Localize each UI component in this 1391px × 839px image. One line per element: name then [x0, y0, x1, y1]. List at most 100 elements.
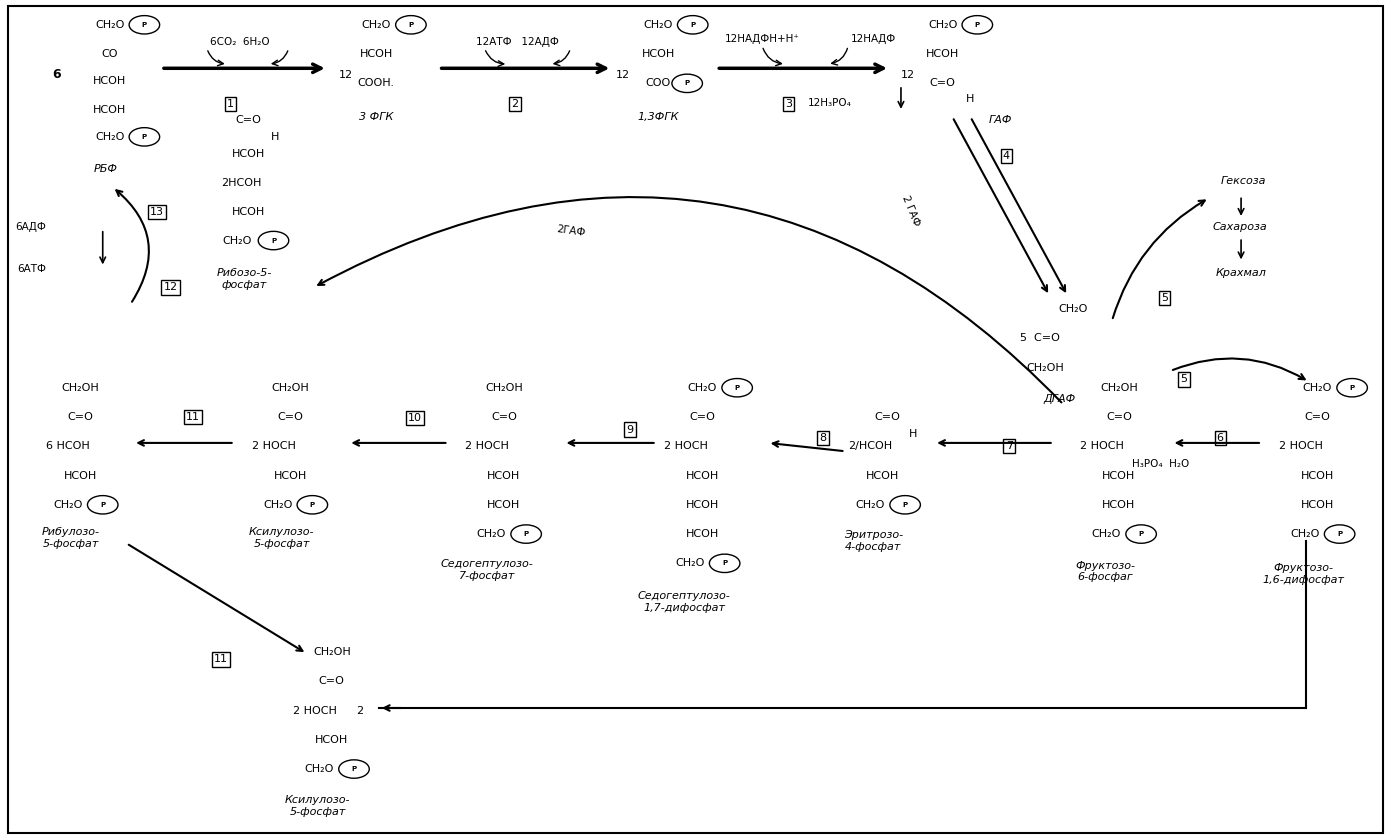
- Text: HCOH: HCOH: [641, 49, 675, 59]
- Text: C=O: C=O: [1106, 412, 1132, 422]
- Text: HCOH: HCOH: [487, 500, 520, 510]
- Text: CH₂O: CH₂O: [928, 20, 957, 30]
- Text: 6 HCOH: 6 HCOH: [46, 441, 90, 451]
- Text: HCOH: HCOH: [93, 76, 127, 86]
- Text: HCOH: HCOH: [232, 149, 266, 159]
- Text: ГАФ: ГАФ: [989, 115, 1013, 125]
- Text: CH₂O: CH₂O: [95, 132, 124, 142]
- Text: Фруктозо-
1,6-дифосфат: Фруктозо- 1,6-дифосфат: [1263, 564, 1345, 585]
- Text: 2 НОСН: 2 НОСН: [466, 441, 509, 451]
- Text: 5: 5: [1181, 374, 1188, 384]
- Text: P: P: [310, 502, 314, 508]
- Text: 2 НОСН: 2 НОСН: [1081, 441, 1124, 451]
- Text: P: P: [684, 81, 690, 86]
- Text: C=O: C=O: [874, 412, 900, 422]
- Text: 2 НОСН: 2 НОСН: [1278, 441, 1323, 451]
- Text: CH₂O: CH₂O: [305, 764, 334, 774]
- Text: P: P: [1337, 531, 1342, 537]
- Text: 6АТФ: 6АТФ: [17, 264, 46, 274]
- Text: CH₂O: CH₂O: [675, 558, 705, 568]
- Text: 2 НОСН: 2 НОСН: [252, 441, 295, 451]
- Text: Ксилулозо-
5-фосфат: Ксилулозо- 5-фосфат: [285, 795, 351, 816]
- Text: 3: 3: [785, 99, 791, 109]
- Text: COO: COO: [645, 78, 670, 88]
- Text: РБФ: РБФ: [93, 164, 117, 174]
- Text: 1,3ФГК: 1,3ФГК: [637, 112, 679, 122]
- Text: COOH.: COOH.: [357, 78, 395, 88]
- Text: 12НАДФ: 12НАДФ: [850, 34, 896, 44]
- Text: 12АТФ   12АДФ: 12АТФ 12АДФ: [476, 37, 559, 46]
- Text: CH₂OH: CH₂OH: [1100, 383, 1138, 393]
- Text: C=O: C=O: [690, 412, 715, 422]
- Text: H: H: [271, 132, 280, 142]
- Text: HCOH: HCOH: [1301, 500, 1334, 510]
- Text: CH₂O: CH₂O: [1059, 304, 1088, 314]
- Text: 2ГАФ: 2ГАФ: [555, 224, 586, 238]
- Text: HCOH: HCOH: [926, 49, 960, 59]
- Text: CH₂O: CH₂O: [95, 20, 124, 30]
- Text: HCOH: HCOH: [867, 471, 900, 481]
- Text: 12: 12: [901, 70, 915, 80]
- Text: CH₂O: CH₂O: [643, 20, 673, 30]
- Text: P: P: [100, 502, 106, 508]
- Text: 1: 1: [227, 99, 234, 109]
- Text: P: P: [271, 237, 275, 243]
- Text: HCOH: HCOH: [360, 49, 392, 59]
- Text: C=O: C=O: [929, 78, 956, 88]
- Text: 8: 8: [819, 433, 826, 443]
- Text: Седогептулозо-
1,7-дифосфат: Седогептулозо- 1,7-дифосфат: [638, 591, 730, 612]
- Text: CH₂O: CH₂O: [362, 20, 391, 30]
- Text: 2 ГАФ: 2 ГАФ: [900, 194, 921, 227]
- Text: H: H: [967, 94, 975, 104]
- Text: 12: 12: [164, 283, 178, 292]
- Text: HCOH: HCOH: [232, 207, 266, 217]
- Text: P: P: [734, 385, 740, 391]
- Text: ДГАФ: ДГАФ: [1043, 393, 1075, 404]
- Text: P: P: [1349, 385, 1355, 391]
- Text: CH₂O: CH₂O: [1291, 529, 1320, 539]
- Text: H: H: [910, 429, 918, 439]
- Text: P: P: [722, 560, 727, 566]
- Text: HCOH: HCOH: [487, 471, 520, 481]
- Text: Гексоза: Гексоза: [1221, 176, 1267, 186]
- Text: Н₃РО₄  Н₂О: Н₃РО₄ Н₂О: [1132, 459, 1189, 469]
- Text: HCOH: HCOH: [1301, 471, 1334, 481]
- Text: 6CO₂  6H₂O: 6CO₂ 6H₂O: [210, 37, 270, 46]
- Text: C=O: C=O: [68, 412, 93, 422]
- Text: Фруктозо-
6-фосфаг: Фруктозо- 6-фосфаг: [1075, 561, 1135, 582]
- Text: 5: 5: [1161, 294, 1168, 303]
- Text: CH₂OH: CH₂OH: [313, 647, 351, 657]
- Text: 6: 6: [53, 69, 61, 81]
- Text: CO: CO: [102, 49, 118, 59]
- Text: 11: 11: [186, 412, 200, 422]
- Text: Ксилулозо-
5-фосфат: Ксилулозо- 5-фосфат: [249, 528, 314, 549]
- Text: 6АДФ: 6АДФ: [15, 222, 46, 232]
- Text: CH₂O: CH₂O: [263, 500, 292, 510]
- Text: 10: 10: [408, 413, 421, 423]
- Text: Рибозо-5-
фосфат: Рибозо-5- фосфат: [217, 268, 273, 289]
- Text: HCOH: HCOH: [93, 105, 127, 115]
- Text: P: P: [975, 22, 979, 28]
- Text: P: P: [142, 22, 147, 28]
- Text: 11: 11: [214, 654, 228, 664]
- Text: Крахмал: Крахмал: [1216, 268, 1267, 279]
- Text: 12: 12: [338, 70, 353, 80]
- Text: CH₂O: CH₂O: [687, 383, 718, 393]
- Text: 12Н₃РО₄: 12Н₃РО₄: [808, 98, 853, 108]
- Text: 4: 4: [1003, 151, 1010, 161]
- Text: 12: 12: [616, 70, 630, 80]
- Text: C=O: C=O: [1305, 412, 1330, 422]
- Text: HCOH: HCOH: [1102, 500, 1135, 510]
- Text: P: P: [690, 22, 696, 28]
- Text: Сахароза: Сахароза: [1213, 222, 1267, 232]
- Text: Рибулозо-
5-фосфат: Рибулозо- 5-фосфат: [42, 528, 100, 549]
- Text: P: P: [142, 134, 147, 140]
- Text: CH₂O: CH₂O: [223, 236, 252, 246]
- Text: P: P: [352, 766, 356, 772]
- Text: CH₂O: CH₂O: [1092, 529, 1121, 539]
- Text: CH₂OH: CH₂OH: [61, 383, 99, 393]
- Text: CH₂O: CH₂O: [855, 500, 885, 510]
- Text: HCOH: HCOH: [1102, 471, 1135, 481]
- Text: HCOH: HCOH: [316, 735, 348, 745]
- Text: HCOH: HCOH: [274, 471, 307, 481]
